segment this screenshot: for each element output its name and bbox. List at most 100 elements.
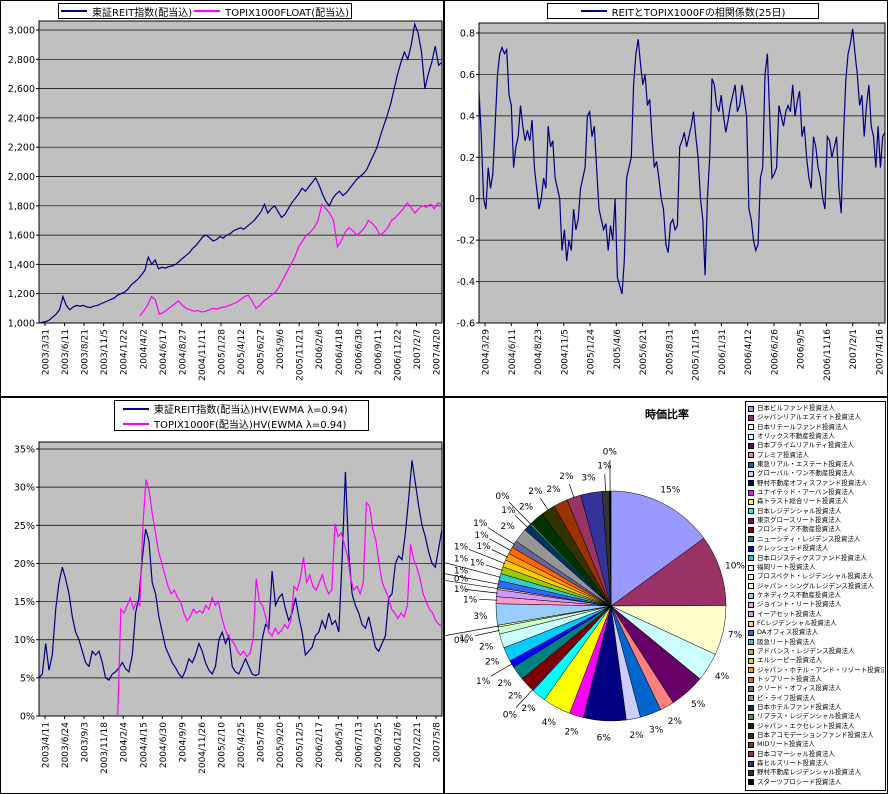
x-tick-label: 2003/4/11	[42, 722, 52, 768]
pie-legend-item[interactable]: ニューシティ・レジデンス投資法人	[748, 535, 884, 544]
y-tick-label: 5%	[20, 673, 35, 684]
pie-label-leader-line	[487, 527, 516, 545]
x-tick-label: 2003/9/3	[81, 722, 91, 762]
pie-legend-item[interactable]: FCレジデンシャル投資法人	[748, 619, 884, 628]
pie-legend-item[interactable]: ケネディクス不動産投資法人	[748, 591, 884, 600]
pie-legend-color-swatch	[748, 471, 754, 478]
x-tick-label: 2005/8/31	[665, 329, 675, 375]
pie-legend-item[interactable]: リプラス・レジデンシャル投資法人	[748, 712, 884, 721]
pie-legend-item[interactable]: グローバル・ワン不動産投資法人	[748, 469, 884, 478]
pie-legend-item[interactable]: クリード・オフィス投資法人	[748, 684, 884, 693]
pie-legend-color-swatch	[748, 517, 754, 524]
pie-percent-label: 1%	[597, 462, 612, 472]
x-tick-label: 2004/4/15	[139, 722, 149, 768]
pie-legend-item[interactable]: イーアセット投資法人	[748, 610, 884, 619]
x-tick-label: 2005/2/10	[217, 722, 227, 768]
pie-legend-color-swatch	[748, 629, 754, 636]
pie-legend-item[interactable]: ユナイテッド・アーバン投資法人	[748, 488, 884, 497]
pie-legend-item[interactable]: フロンティア不動産投資法人	[748, 525, 884, 534]
pie-legend-color-swatch	[748, 508, 754, 515]
pie-percent-label: 2%	[508, 692, 523, 702]
y-tick-label: 1,800	[8, 201, 35, 212]
pie-legend-color-swatch	[748, 573, 754, 580]
x-tick-label: 2006/5/1	[335, 722, 345, 762]
pie-legend-item[interactable]: 日本ホテルファンド投資法人	[748, 703, 884, 712]
pie-legend-label: 野村不動産オフィスファンド投資法人	[757, 478, 868, 487]
pie-legend-item[interactable]: 日本アコモデーションファンド投資法人	[748, 731, 884, 740]
pie-legend-color-swatch	[748, 564, 754, 571]
pie-slice[interactable]	[610, 537, 727, 607]
pie-legend-item[interactable]: 日本リテールファンド投資法人	[748, 423, 884, 432]
x-tick-label: 2004/4/2	[139, 329, 149, 369]
legend-label-topix1000float: TOPIX1000FLOAT(配当込)	[225, 7, 350, 19]
pie-legend-item[interactable]: MIDリート投資法人	[748, 740, 884, 749]
y-tick-label: 30%	[14, 483, 35, 494]
pie-legend-item[interactable]: ジャパン・シングルレジデンス投資法人	[748, 582, 884, 591]
pie-legend-color-swatch	[748, 433, 754, 440]
pie-legend-item[interactable]: 日本コマーシャル投資法人	[748, 750, 884, 759]
pie-legend-item[interactable]: 森ヒルズリート投資法人	[748, 759, 884, 768]
pie-legend-item[interactable]: 野村不動産レジデンシャル投資法人	[748, 768, 884, 777]
x-tick-label: 2005/9/20	[276, 722, 286, 768]
pie-legend-item[interactable]: オリックス不動産投資法人	[748, 432, 884, 441]
pie-legend-item[interactable]: 森トラスト総合リート投資法人	[748, 497, 884, 506]
pie-legend-item[interactable]: トップリート投資法人	[748, 675, 884, 684]
x-tick-label: 2004/11/11	[198, 329, 208, 381]
pie-legend-label: 日本コマーシャル投資法人	[757, 749, 835, 758]
x-tick-label: 2007/2/1	[849, 329, 859, 369]
pie-percent-label: 10%	[725, 562, 745, 572]
pie-legend-item[interactable]: エルシーピー投資法人	[748, 656, 884, 665]
pie-legend-item[interactable]: ジャパン・エクセレント投資法人	[748, 722, 884, 731]
pie-legend-item[interactable]: プロスペクト・レジデンシャル投資法人	[748, 572, 884, 581]
pie-legend-label: 森トラスト総合リート投資法人	[757, 497, 848, 506]
pie-legend-item[interactable]: 日本プライムリアルティ投資法人	[748, 441, 884, 450]
pie-legend-item[interactable]: ジャパンリアルエステイト投資法人	[748, 413, 884, 422]
x-tick-label: 2006/9/5	[797, 329, 807, 369]
pie-legend-item[interactable]: ジョイント・リート投資法人	[748, 600, 884, 609]
x-tick-label: 2006/9/11	[374, 329, 384, 375]
pie-percent-label: 1%	[459, 634, 474, 644]
pie-legend-item[interactable]: プレミア投資法人	[748, 451, 884, 460]
pie-slice[interactable]	[610, 490, 705, 607]
pie-legend-label: クリード・オフィス投資法人	[757, 684, 842, 693]
pie-legend-item[interactable]: アドバンス・レジデンス投資法人	[748, 647, 884, 656]
pie-legend-item[interactable]: DAオフィス投資法人	[748, 628, 884, 637]
x-tick-label: 2004/11/5	[560, 329, 570, 375]
x-tick-label: 2006/2/17	[315, 722, 325, 768]
x-tick-label: 2004/6/17	[159, 329, 169, 375]
y-tick-label: 35%	[14, 445, 35, 456]
pie-legend-item[interactable]: 日本ロジスティクスファンド投資法人	[748, 554, 884, 563]
pie-label-leader-line	[445, 580, 499, 590]
pie-legend-item[interactable]: クレッシェンド投資法人	[748, 544, 884, 553]
pie-label-leader-line	[468, 548, 506, 565]
pie-percent-label: 1%	[454, 566, 469, 576]
pie-legend-item[interactable]: 日本レジデンシャル投資法人	[748, 507, 884, 516]
y-tick-label: 1,600	[8, 231, 35, 242]
pie-legend-color-swatch	[748, 648, 754, 655]
pie-legend-item[interactable]: スターツプロシード投資法人	[748, 778, 884, 787]
x-tick-label: 2005/9/6	[276, 329, 286, 370]
pie-legend-item[interactable]: ビ・ライフ投資法人	[748, 694, 884, 703]
pie-legend-item[interactable]: 福岡リート投資法人	[748, 563, 884, 572]
x-tick-label: 2005/11/21	[296, 329, 306, 381]
pie-percent-label: 1%	[476, 677, 491, 687]
pie-legend-item[interactable]: 阪急リート投資法人	[748, 638, 884, 647]
x-tick-label: 2007/2/7	[413, 329, 423, 369]
pie-percent-label: 6%	[597, 733, 612, 743]
pie-percent-label: 1%	[476, 542, 491, 552]
pie-legend-item[interactable]: 東急リアル・エステート投資法人	[748, 460, 884, 469]
pie-legend-item[interactable]: ジャパン・ホテル・アンド・リゾート投資法人	[748, 666, 884, 675]
pie-percent-label: 3%	[473, 612, 488, 622]
pie-legend-item[interactable]: 日本ビルファンド投資法人	[748, 404, 884, 413]
pie-legend-color-swatch	[748, 742, 754, 749]
legend-entry-reit-index: 東証REIT指数(配当込)	[60, 4, 192, 19]
pie-legend-label: グローバル・ワン不動産投資法人	[757, 469, 855, 478]
reit-index-line-swatch	[60, 10, 87, 12]
y-tick-label: 20%	[14, 559, 35, 570]
pie-legend-item[interactable]: 東京グロースリート投資法人	[748, 516, 884, 525]
pie-legend-color-swatch	[748, 760, 754, 767]
pie-legend-label: 日本リテールファンド投資法人	[757, 422, 848, 431]
pie-legend-item[interactable]: 野村不動産オフィスファンド投資法人	[748, 479, 884, 488]
y-tick-label: 15%	[14, 597, 35, 608]
